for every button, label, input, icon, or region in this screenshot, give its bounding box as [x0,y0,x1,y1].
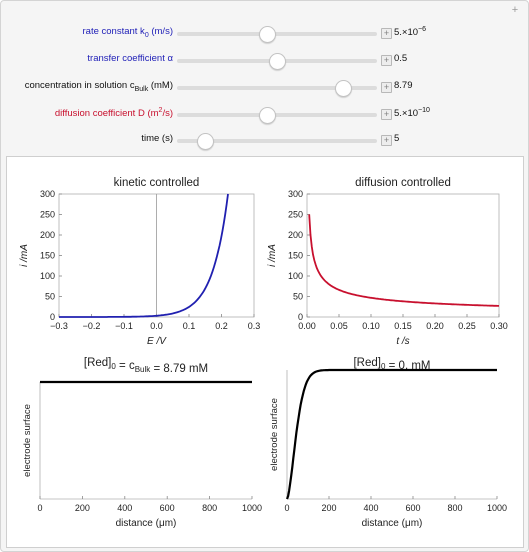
control-label: concentration in solution cBulk (mM) [24,80,173,93]
chart-1: diffusion controlled 0.00 0.05 0.10 0.15 0.20… [267,177,508,347]
x-tick-label: 0 [37,503,42,513]
output-panel: kinetic controlled −0.3 −0.2 −0.1 0.0 0.1 0.2 0… [6,156,524,548]
chart-2: [Red]0 = cBulk = 8.79 mM 0 200 400 600 800 100… [22,357,262,529]
x-tick-label: 800 [202,503,217,513]
plot-frame [306,193,500,318]
x-tick-label: 800 [447,503,462,513]
control-value: 5 [394,133,400,144]
slider-track[interactable] [177,32,377,36]
x-tick-label: 200 [321,503,336,513]
x-tick-label: 0 [284,503,289,513]
chart-title: diffusion controlled [355,177,451,189]
y-axis-label: electrode surface [269,398,280,471]
x-tick-label: −0.3 [50,321,68,331]
slider-thumb[interactable] [335,80,352,97]
y-tick-label: 300 [40,189,55,199]
x-tick-label: 0.0 [150,321,163,331]
control-row-4: time (s) +5 [1,130,528,150]
control-row-3: diffusion coefficient D (m2/s) +5.×10−10 [1,104,528,124]
x-tick-label: 400 [363,503,378,513]
control-value: 0.5 [394,53,408,64]
slider-thumb[interactable] [259,107,276,124]
y-tick-label: 250 [40,210,55,220]
expand-plus-icon[interactable]: + [381,28,392,39]
slider-thumb[interactable] [259,26,276,43]
y-tick-label: 0 [50,312,55,322]
y-tick-label: 0 [298,312,303,322]
control-label: rate constant k0 (m/s) [82,26,174,39]
y-axis-label: i /mA [19,244,30,267]
x-tick-label: 1000 [487,503,507,513]
x-axis-label: distance (μm) [116,518,177,529]
x-tick-label: 1000 [242,503,262,513]
control-value: 8.79 [394,80,413,91]
control-label: transfer coefficient α [87,53,173,64]
x-tick-label: 0.1 [183,321,196,331]
x-tick-label: 0.25 [458,321,476,331]
x-tick-label: 0.00 [298,321,316,331]
y-tick-label: 200 [40,230,55,240]
expand-plus-icon[interactable]: + [381,82,392,93]
options-plus-icon[interactable]: + [511,4,519,16]
y-tick-label: 50 [45,292,55,302]
y-tick-label: 150 [40,251,55,261]
y-tick-label: 250 [288,210,303,220]
y-tick-label: 100 [40,271,55,281]
x-tick-label: 0.30 [490,321,508,331]
chart-3: [Red]0 = 0. mM0 200 400 600 800 1000distance … [269,357,507,529]
slider-track[interactable] [177,139,377,143]
x-tick-label: −0.1 [115,321,133,331]
y-axis-label: electrode surface [22,404,33,477]
expand-plus-icon[interactable]: + [381,55,392,66]
y-axis-label: i /mA [267,244,278,267]
y-tick-label: 150 [288,251,303,261]
y-tick-label: 100 [288,271,303,281]
x-tick-label: 0.05 [330,321,348,331]
control-value: 5.×10−6 [394,26,427,39]
chart-0: kinetic controlled −0.3 −0.2 −0.1 0.0 0.1 0.2 0… [19,177,260,347]
plots-svg: kinetic controlled−0.3 −0.2 −0.1 0.0 0.1 0.2 0… [19,177,508,529]
control-label: diffusion coefficient D (m2/s) [54,107,173,120]
x-tick-label: 0.15 [394,321,412,331]
x-tick-label: 400 [117,503,132,513]
expand-plus-icon[interactable]: + [381,135,392,146]
series-line [59,193,229,318]
x-axis-label: distance (μm) [362,518,423,529]
y-tick-label: 200 [288,230,303,240]
x-tick-label: −0.2 [83,321,101,331]
x-tick-label: 0.3 [248,321,261,331]
expand-plus-icon[interactable]: + [381,109,392,120]
series-line [285,368,497,500]
slider-thumb[interactable] [269,53,286,70]
control-label: time (s) [141,133,173,144]
x-axis-label: t /s [396,336,409,347]
slider-track[interactable] [177,86,377,90]
control-value: 5.×10−10 [394,107,430,120]
series-line [308,214,499,307]
slider-track[interactable] [177,113,377,117]
control-row-0: rate constant k0 (m/s) +5.×10−6 [1,23,528,43]
x-tick-label: 600 [405,503,420,513]
slider-thumb[interactable] [197,133,214,150]
x-tick-label: 200 [75,503,90,513]
x-axis-label: E /V [147,336,167,347]
y-tick-label: 50 [293,292,303,302]
y-tick-label: 300 [288,189,303,199]
x-tick-label: 0.2 [215,321,228,331]
control-row-1: transfer coefficient α +0.5 [1,50,528,70]
control-row-2: concentration in solution cBulk (mM) +8.7… [1,77,528,97]
chart-title: kinetic controlled [114,177,200,189]
chart-title: [Red]0 = cBulk = 8.79 mM [84,357,208,375]
x-tick-label: 0.10 [362,321,380,331]
x-tick-label: 600 [160,503,175,513]
x-tick-label: 0.20 [426,321,444,331]
